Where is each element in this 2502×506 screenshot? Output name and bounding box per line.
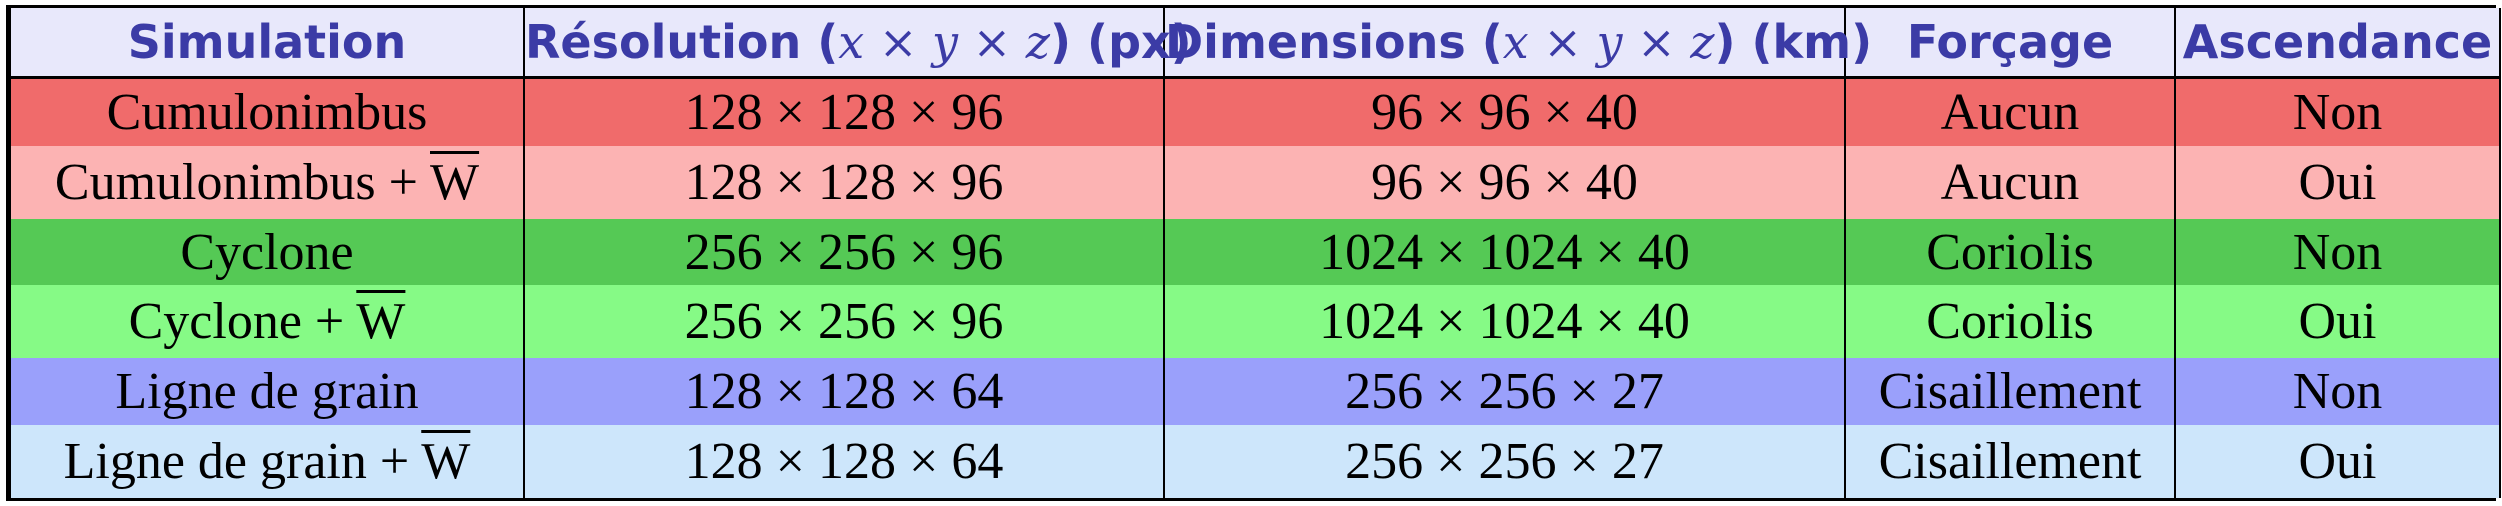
cell-forcage: Cisaillement bbox=[1844, 358, 2176, 426]
cell-resolution: 256 × 256 × 96 bbox=[523, 285, 1165, 359]
cell-resolution: 128 × 128 × 96 bbox=[523, 145, 1165, 219]
cell-simulation: Cumulonimbus bbox=[9, 77, 525, 146]
header-forcage: Forçage bbox=[1844, 8, 2176, 79]
cell-simulation: Cumulonimbus + W bbox=[9, 145, 525, 219]
cell-simulation: Cyclone bbox=[9, 218, 525, 286]
table-row: Cumulonimbus 128 × 128 × 96 96 × 96 × 40… bbox=[9, 77, 2501, 146]
cell-resolution: 128 × 128 × 64 bbox=[523, 358, 1165, 426]
cell-ascendance: Oui bbox=[2174, 425, 2501, 498]
cell-forcage: Aucun bbox=[1844, 145, 2176, 219]
header-simulation: Simulation bbox=[9, 8, 525, 79]
cell-forcage: Coriolis bbox=[1844, 285, 2176, 359]
cell-resolution: 128 × 128 × 96 bbox=[523, 77, 1165, 146]
cell-ascendance: Non bbox=[2174, 358, 2501, 426]
cell-dimensions: 96 × 96 × 40 bbox=[1163, 77, 1846, 146]
cell-forcage: Cisaillement bbox=[1844, 425, 2176, 498]
header-row: Simulation Résolution (x × y × z) (px) D… bbox=[9, 8, 2501, 79]
cell-dimensions: 1024 × 1024 × 40 bbox=[1163, 285, 1846, 359]
cell-dimensions: 256 × 256 × 27 bbox=[1163, 358, 1846, 426]
table-row: Ligne de grain 128 × 128 × 64 256 × 256 … bbox=[9, 358, 2501, 426]
cell-resolution: 256 × 256 × 96 bbox=[523, 218, 1165, 286]
cell-resolution: 128 × 128 × 64 bbox=[523, 425, 1165, 498]
table-row: Ligne de grain + W 128 × 128 × 64 256 × … bbox=[9, 425, 2501, 498]
cell-ascendance: Non bbox=[2174, 77, 2501, 146]
cell-ascendance: Oui bbox=[2174, 285, 2501, 359]
cell-dimensions: 96 × 96 × 40 bbox=[1163, 145, 1846, 219]
cell-ascendance: Oui bbox=[2174, 145, 2501, 219]
cell-dimensions: 256 × 256 × 27 bbox=[1163, 425, 1846, 498]
cell-ascendance: Non bbox=[2174, 218, 2501, 286]
cell-dimensions: 1024 × 1024 × 40 bbox=[1163, 218, 1846, 286]
header-dimensions: Dimensions (x × y × z) (km) bbox=[1163, 8, 1872, 79]
simulation-table: Simulation Résolution (x × y × z) (px) D… bbox=[6, 5, 2501, 501]
cell-forcage: Coriolis bbox=[1844, 218, 2176, 286]
header-ascendance: Ascendance bbox=[2174, 8, 2501, 79]
simulation-table-grid: Simulation Résolution (x × y × z) (px) D… bbox=[9, 8, 2501, 498]
cell-forcage: Aucun bbox=[1844, 77, 2176, 146]
cell-simulation: Cyclone + W bbox=[9, 285, 525, 359]
table-row: Cumulonimbus + W 128 × 128 × 96 96 × 96 … bbox=[9, 145, 2501, 219]
cell-simulation: Ligne de grain bbox=[9, 358, 525, 426]
table-row: Cyclone 256 × 256 × 96 1024 × 1024 × 40 … bbox=[9, 218, 2501, 286]
table-row: Cyclone + W 256 × 256 × 96 1024 × 1024 ×… bbox=[9, 285, 2501, 359]
cell-simulation: Ligne de grain + W bbox=[9, 425, 525, 498]
header-resolution: Résolution (x × y × z) (px) bbox=[523, 8, 1192, 79]
